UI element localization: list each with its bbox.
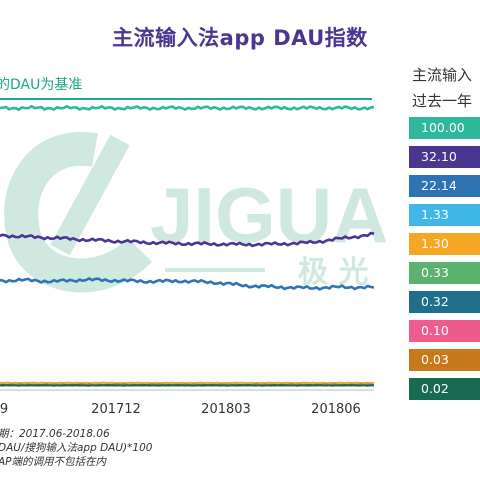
series-line-32.10	[0, 231, 375, 248]
legend-item: 32.10	[409, 146, 480, 168]
footnote-note: AP端的调用不包括在内	[0, 456, 107, 468]
series-line-22.14	[0, 277, 375, 291]
legend-item: 0.02	[409, 378, 480, 400]
x-tick-label: 201712	[91, 402, 141, 417]
legend: 100.00 32.10 22.14 1.33 1.30 0.33 0.32 0.10 0.03…	[409, 117, 480, 407]
legend-item: 0.32	[409, 291, 480, 313]
footnote-period: 期：2017.06-2018.06	[0, 428, 110, 440]
footnote-formula: DAU/搜狗输入法app DAU)*100	[0, 442, 153, 454]
x-tick-label: 201806	[311, 402, 361, 417]
chart-title: 主流输入法app DAU指数	[112, 26, 368, 50]
series-line-1.30	[0, 381, 375, 385]
legend-item: 0.33	[409, 262, 480, 284]
series-line-100.00	[0, 104, 375, 111]
x-tick-label: 9	[0, 402, 8, 417]
legend-item: 0.10	[409, 320, 480, 342]
line-chart: 9 201712 201803 201806	[0, 104, 375, 417]
series-line-0.02	[0, 384, 374, 387]
legend-item: 1.30	[409, 233, 480, 255]
legend-item: 0.03	[409, 349, 480, 371]
x-tick-label: 201803	[201, 402, 251, 417]
title-divider	[0, 98, 372, 100]
chart-subtitle: 的DAU为基准	[0, 77, 83, 93]
legend-item: 100.00	[409, 117, 480, 139]
legend-item: 22.14	[409, 175, 480, 197]
legend-item: 1.33	[409, 204, 480, 226]
legend-heading-line-2: 过去一年	[412, 92, 473, 110]
legend-heading-line-1: 主流输入	[412, 66, 473, 84]
